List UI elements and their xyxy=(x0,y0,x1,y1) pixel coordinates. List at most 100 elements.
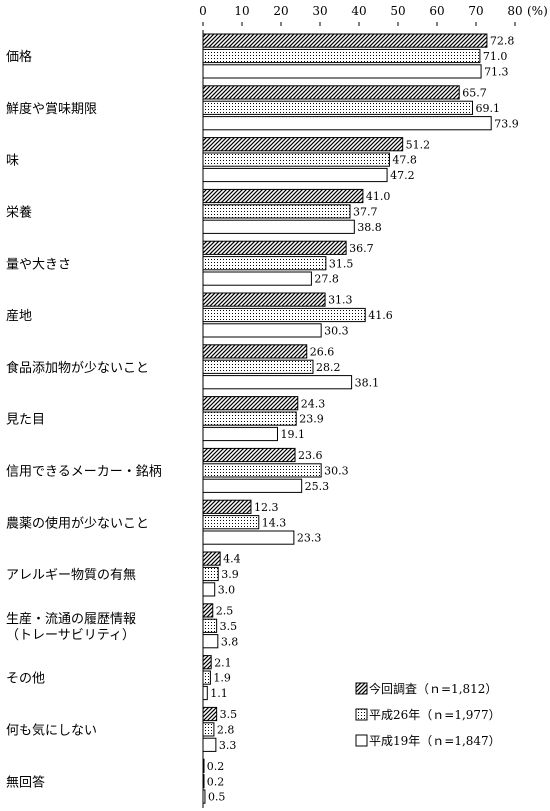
x-tick-label: 20 xyxy=(273,4,288,18)
bar-hatch xyxy=(202,240,347,255)
data-label: 30.3 xyxy=(324,465,349,478)
legend-label: 平成26年（ｎ=1,977） xyxy=(369,708,501,722)
data-label: 1.9 xyxy=(213,672,231,685)
bar-hatch xyxy=(202,758,205,773)
category-label: 何も気にしない xyxy=(6,723,97,739)
category-label: 鮮度や賞味期限 xyxy=(6,101,97,117)
data-label: 31.5 xyxy=(329,257,354,270)
x-tick-label: 10 xyxy=(234,4,249,18)
bar-dots xyxy=(202,48,481,64)
bar-dots xyxy=(202,722,215,737)
data-label: 41.0 xyxy=(366,190,391,203)
category-label: 価格 xyxy=(6,49,32,65)
data-label: 38.8 xyxy=(357,221,382,234)
data-label: 4.4 xyxy=(223,553,241,566)
bar-hatch xyxy=(202,499,252,514)
data-label: 27.8 xyxy=(314,273,339,286)
bar-white xyxy=(202,323,322,338)
bar-white xyxy=(202,530,295,545)
legend-swatch-dots xyxy=(355,708,368,721)
bar-hatch xyxy=(202,344,308,359)
bar-dots xyxy=(202,256,327,271)
data-label: 0.2 xyxy=(207,760,225,773)
data-label: 72.8 xyxy=(490,35,515,48)
legend: 今回調査（ｎ=1,812） 平成26年（ｎ=1,977） 平成19年（ｎ=1,847… xyxy=(355,681,501,748)
category-label: 栄養 xyxy=(6,205,32,221)
data-label: 47.2 xyxy=(390,169,415,182)
data-label: 26.6 xyxy=(310,346,335,359)
data-label: 23.6 xyxy=(298,449,323,462)
category-label: 見た目 xyxy=(6,413,45,428)
data-label: 24.3 xyxy=(301,397,326,410)
data-label: 28.2 xyxy=(316,361,341,374)
data-label: 73.9 xyxy=(494,117,518,130)
bar-dots xyxy=(202,618,218,633)
bar-dots xyxy=(202,463,322,478)
data-label: 0.2 xyxy=(207,775,225,788)
category-label: 産地 xyxy=(6,308,32,324)
legend-label: 今回調査（ｎ=1,812） xyxy=(369,681,497,696)
bar-hatch xyxy=(202,603,214,618)
data-label: 14.3 xyxy=(262,516,287,529)
data-label: 38.1 xyxy=(355,376,380,389)
bar-hatch xyxy=(202,33,488,48)
data-label: 25.3 xyxy=(305,480,330,493)
x-unit-label: (%) xyxy=(527,4,548,18)
bar-white xyxy=(202,582,216,597)
bar-dots xyxy=(202,515,260,530)
bar-white xyxy=(202,685,208,701)
bar-white xyxy=(202,167,388,183)
bar-dots xyxy=(202,152,390,167)
category-label: 量や大きさ xyxy=(6,257,71,272)
bar-dots xyxy=(202,670,211,685)
data-label: 69.1 xyxy=(475,102,500,115)
bars xyxy=(202,33,492,804)
x-tick-label: 30 xyxy=(312,4,327,18)
data-label: 1.1 xyxy=(210,687,228,700)
x-tick-label: 50 xyxy=(390,4,405,18)
data-label: 3.0 xyxy=(218,584,236,597)
x-tick-label: 60 xyxy=(429,4,444,18)
data-label: 65.7 xyxy=(462,87,487,100)
data-label: 3.5 xyxy=(220,708,238,721)
category-label: 農薬の使用が少ないこと xyxy=(6,515,149,531)
bar-hatch xyxy=(202,447,296,463)
bar-dots xyxy=(202,100,473,115)
labels: 72.8 71.0 71.3 価格 65.7 69.1 73.9 鮮度や賞味期限 51.2 47.… xyxy=(6,35,519,804)
bar-dots xyxy=(202,774,205,789)
x-tick-label: 40 xyxy=(351,4,366,18)
x-tick-label: 70 xyxy=(468,4,483,18)
bar-white xyxy=(202,116,492,131)
legend-swatch-white xyxy=(355,734,368,747)
data-label: 51.2 xyxy=(406,138,431,151)
bar-dots xyxy=(202,307,366,323)
data-label: 3.8 xyxy=(221,635,239,648)
category-label: 食品添加物が少ないこと xyxy=(6,360,149,376)
category-label: 信用できるメーカー・銘柄 xyxy=(6,465,162,480)
bar-white xyxy=(202,375,353,390)
data-label: 2.8 xyxy=(217,724,235,737)
x-tick-label: 0 xyxy=(199,4,207,18)
bar-dots xyxy=(202,411,297,426)
bar-hatch xyxy=(202,551,221,566)
data-label: 2.5 xyxy=(216,605,234,618)
data-label: 71.0 xyxy=(483,50,508,63)
bar-hatch xyxy=(202,137,404,152)
bar-white xyxy=(202,64,482,79)
bar-hatch xyxy=(202,85,460,100)
data-label: 3.5 xyxy=(220,620,238,633)
data-label: 2.1 xyxy=(214,656,232,669)
data-label: 37.7 xyxy=(353,206,378,219)
data-label: 12.3 xyxy=(254,501,279,514)
data-label: 30.3 xyxy=(324,325,349,338)
data-label: 3.3 xyxy=(219,739,237,752)
data-label: 3.9 xyxy=(221,568,239,581)
data-label: 19.1 xyxy=(280,428,305,441)
bar-white xyxy=(202,789,206,804)
bar-white xyxy=(202,478,303,493)
data-label: 41.6 xyxy=(368,309,393,322)
data-label: 47.8 xyxy=(392,154,417,167)
legend-label: 平成19年（ｎ=1,847） xyxy=(369,734,501,748)
data-label: 23.3 xyxy=(297,532,322,545)
